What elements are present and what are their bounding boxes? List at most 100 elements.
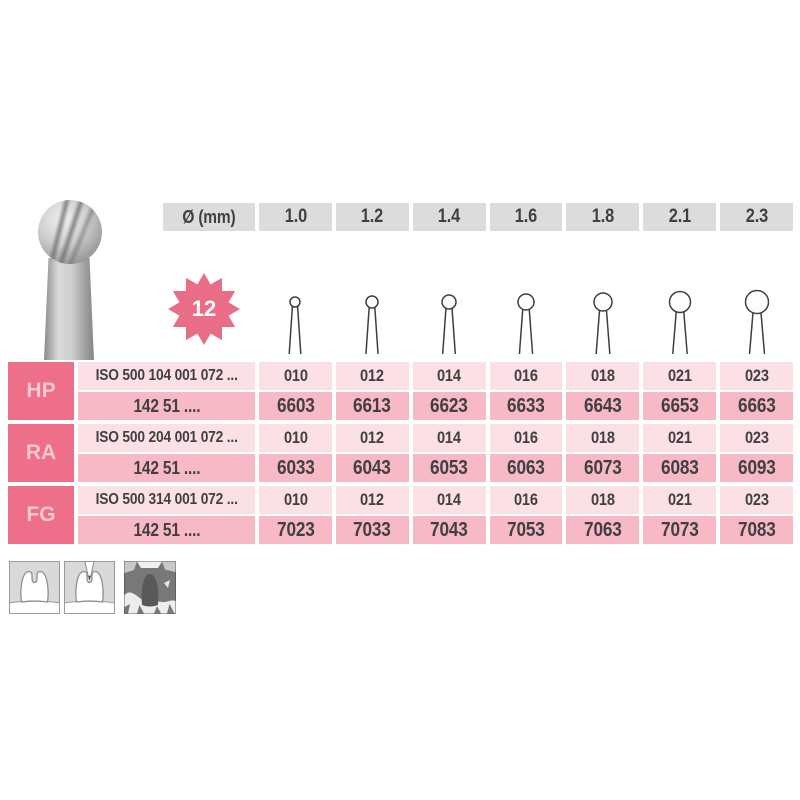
bur-outline-glyph — [744, 289, 769, 355]
size-value: 1.4 — [438, 206, 461, 227]
order-number: 7063 — [584, 518, 622, 541]
figure-cell: 010 — [259, 362, 332, 390]
figure-cell: 010 — [259, 486, 332, 514]
order-cell: 6643 — [566, 392, 640, 420]
order-prefix-cell: 142 51 .... — [78, 454, 255, 482]
order-number: 7023 — [276, 518, 315, 541]
order-number: 6073 — [584, 456, 622, 479]
order-cell: 6613 — [335, 392, 409, 420]
bur-outline-icon — [259, 289, 332, 356]
bur-outline-icon — [336, 289, 409, 356]
size-cell: 1.4 — [412, 203, 486, 231]
diameter-label-cell: Ø (mm) — [163, 203, 255, 231]
figure-cell: 012 — [335, 424, 409, 452]
size-cell: 2.3 — [720, 203, 794, 231]
bur-head-graphic — [38, 200, 102, 264]
figure-number: 016 — [514, 366, 538, 385]
figure-cell: 018 — [566, 486, 640, 514]
blade-count-badge: 12 — [168, 273, 240, 345]
figure-cell: 014 — [412, 486, 486, 514]
figure-number: 021 — [667, 490, 692, 509]
order-number: 7083 — [737, 518, 776, 541]
order-prefix: 142 51 .... — [133, 395, 200, 416]
group-rows: ISO 500 104 001 072 ... 010 012 014 016 … — [78, 362, 794, 420]
order-cell: 6063 — [489, 454, 563, 482]
figure-cell: 010 — [259, 424, 332, 452]
bur-outline-glyph — [593, 292, 613, 355]
figure-number: 016 — [514, 428, 538, 447]
diameter-label: Ø (mm) — [182, 206, 236, 227]
size-value: 1.0 — [284, 206, 307, 227]
bur-outline-glyph — [517, 293, 535, 355]
figure-number: 018 — [590, 428, 615, 447]
bur-outline-icon — [720, 289, 793, 356]
order-number: 7043 — [430, 518, 468, 541]
size-header-row: Ø (mm) 1.0 1.2 1.4 1.6 1.8 2.1 2.3 — [78, 203, 794, 231]
bur-outline-icon — [566, 289, 639, 356]
shank-label: RA — [8, 424, 74, 482]
order-prefix: 142 51 .... — [133, 457, 200, 478]
order-number: 7073 — [660, 518, 699, 541]
spec-table: HP ISO 500 104 001 072 ... 010 012 014 0… — [8, 362, 794, 548]
shank-label: HP — [8, 362, 74, 420]
order-number: 7053 — [507, 518, 545, 541]
indication-icons — [9, 561, 176, 614]
iso-code-cell: ISO 500 314 001 072 ... — [78, 486, 255, 514]
figure-number: 012 — [360, 490, 385, 509]
figure-cell: 021 — [643, 362, 717, 390]
order-cell: 7033 — [335, 516, 409, 544]
table-group-fg: FG ISO 500 314 001 072 ... 010 012 014 0… — [8, 486, 794, 544]
iso-row: ISO 500 204 001 072 ... 010 012 014 016 … — [78, 424, 794, 452]
order-number: 6063 — [507, 456, 545, 479]
order-row: 142 51 .... 6603 6613 6623 6633 6643 665… — [78, 392, 794, 420]
tooth-excavation-icon — [64, 561, 115, 614]
bur-outline-glyph — [668, 290, 691, 355]
figure-number: 018 — [590, 490, 615, 509]
iso-code-cell: ISO 500 204 001 072 ... — [78, 424, 255, 452]
order-number: 6053 — [430, 456, 468, 479]
shank-label-text: HP — [26, 379, 56, 402]
figure-number: 010 — [283, 366, 308, 385]
order-cell: 6073 — [566, 454, 640, 482]
figure-cell: 018 — [566, 362, 640, 390]
group-rows: ISO 500 314 001 072 ... 010 012 014 016 … — [78, 486, 794, 544]
table-group-ra: RA ISO 500 204 001 072 ... 010 012 014 0… — [8, 424, 794, 482]
figure-number: 023 — [744, 490, 769, 509]
shank-label-text: RA — [25, 441, 57, 464]
size-value: 2.3 — [745, 206, 768, 227]
order-cell: 6633 — [489, 392, 563, 420]
figure-number: 012 — [360, 428, 385, 447]
round-bur-photo — [14, 196, 106, 360]
figure-number: 018 — [590, 366, 615, 385]
order-row: 142 51 .... 6033 6043 6053 6063 6073 608… — [78, 454, 794, 482]
starburst-icon — [168, 273, 240, 345]
order-number: 6613 — [353, 394, 392, 417]
figure-cell: 014 — [412, 424, 486, 452]
order-cell: 7083 — [720, 516, 794, 544]
order-cell: 6603 — [259, 392, 332, 420]
figure-number: 021 — [667, 366, 692, 385]
figure-cell: 023 — [720, 424, 794, 452]
figure-number: 023 — [744, 428, 769, 447]
order-cell: 6083 — [643, 454, 717, 482]
bur-outline-glyph — [288, 296, 302, 355]
figure-number: 016 — [514, 490, 538, 509]
order-cell: 6623 — [412, 392, 486, 420]
figure-cell: 012 — [335, 362, 409, 390]
figure-cell: 021 — [643, 486, 717, 514]
tooth-cavity-icon — [9, 561, 60, 614]
bur-silhouette-row — [78, 289, 793, 356]
order-number: 6623 — [430, 394, 468, 417]
bur-silhouette-spacer — [78, 289, 255, 356]
figure-number: 023 — [744, 366, 769, 385]
size-value: 1.2 — [361, 206, 384, 227]
size-cell: 1.2 — [335, 203, 409, 231]
figure-number: 014 — [437, 366, 462, 385]
figure-cell: 016 — [489, 362, 563, 390]
figure-number: 014 — [437, 428, 462, 447]
order-number: 6643 — [584, 394, 622, 417]
iso-code: ISO 500 204 001 072 ... — [95, 429, 238, 446]
figure-cell: 016 — [489, 486, 563, 514]
size-cell: 1.8 — [566, 203, 640, 231]
order-number: 7033 — [353, 518, 392, 541]
